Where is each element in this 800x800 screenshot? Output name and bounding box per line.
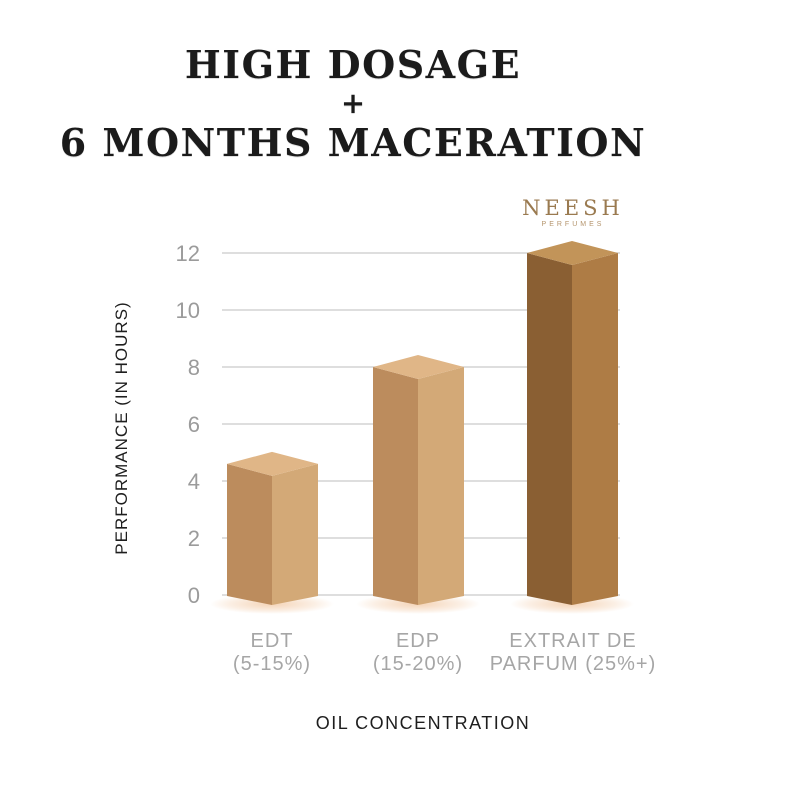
bars-3d	[210, 241, 634, 614]
y-axis-ticks: 0 2 4 6 8 10 12	[176, 241, 200, 608]
brand-name: NEESH	[522, 196, 624, 220]
bar-top-face	[373, 355, 464, 379]
category-label-line: EDT	[250, 630, 294, 652]
bar-0	[210, 451, 334, 614]
title-line-2: 6 MONTHS MACERATION	[59, 120, 647, 165]
bar-left-face	[373, 367, 418, 605]
bar-right-face	[418, 367, 464, 605]
y-tick-label: 8	[188, 355, 200, 380]
category-label-line: EDP	[395, 630, 441, 652]
chart-title: HIGH DOSAGE + 6 MONTHS MACERATION	[0, 42, 706, 165]
title-line-1: HIGH DOSAGE	[184, 42, 522, 87]
y-tick-label: 12	[176, 241, 200, 266]
bar-right-face	[572, 253, 618, 605]
y-tick-label: 2	[188, 526, 200, 551]
category-label-extrait: EXTRAIT DE PARFUM (25%+)	[463, 630, 683, 676]
bar-top-face	[227, 451, 318, 476]
bar-2	[510, 241, 634, 614]
category-label-line: PARFUM (25%+)	[489, 653, 657, 675]
category-label-edp: EDP (15-20%)	[308, 630, 528, 676]
bar-left-face	[527, 253, 572, 605]
bar-right-face	[272, 463, 318, 605]
title-plus-sign: +	[340, 86, 366, 120]
y-tick-label: 6	[188, 412, 200, 437]
bar-1	[356, 355, 480, 614]
x-axis-label: OIL CONCENTRATION	[315, 713, 531, 733]
y-tick-label: 0	[188, 583, 200, 608]
y-tick-label: 10	[176, 298, 200, 323]
category-label-line: EXTRAIT DE	[509, 630, 637, 652]
y-axis-label: PERFORMANCE (IN HOURS)	[112, 301, 131, 555]
category-label-edt: EDT (5-15%)	[162, 630, 382, 676]
category-label-line: (5-15%)	[232, 653, 312, 675]
y-tick-label: 4	[188, 469, 200, 494]
bar-top-face	[527, 241, 618, 265]
bar-left-face	[227, 463, 272, 605]
brand-logo: NEESH PERFUMES	[522, 197, 624, 229]
category-label-line: (15-20%)	[372, 653, 464, 675]
brand-subtitle: PERFUMES	[541, 221, 605, 228]
